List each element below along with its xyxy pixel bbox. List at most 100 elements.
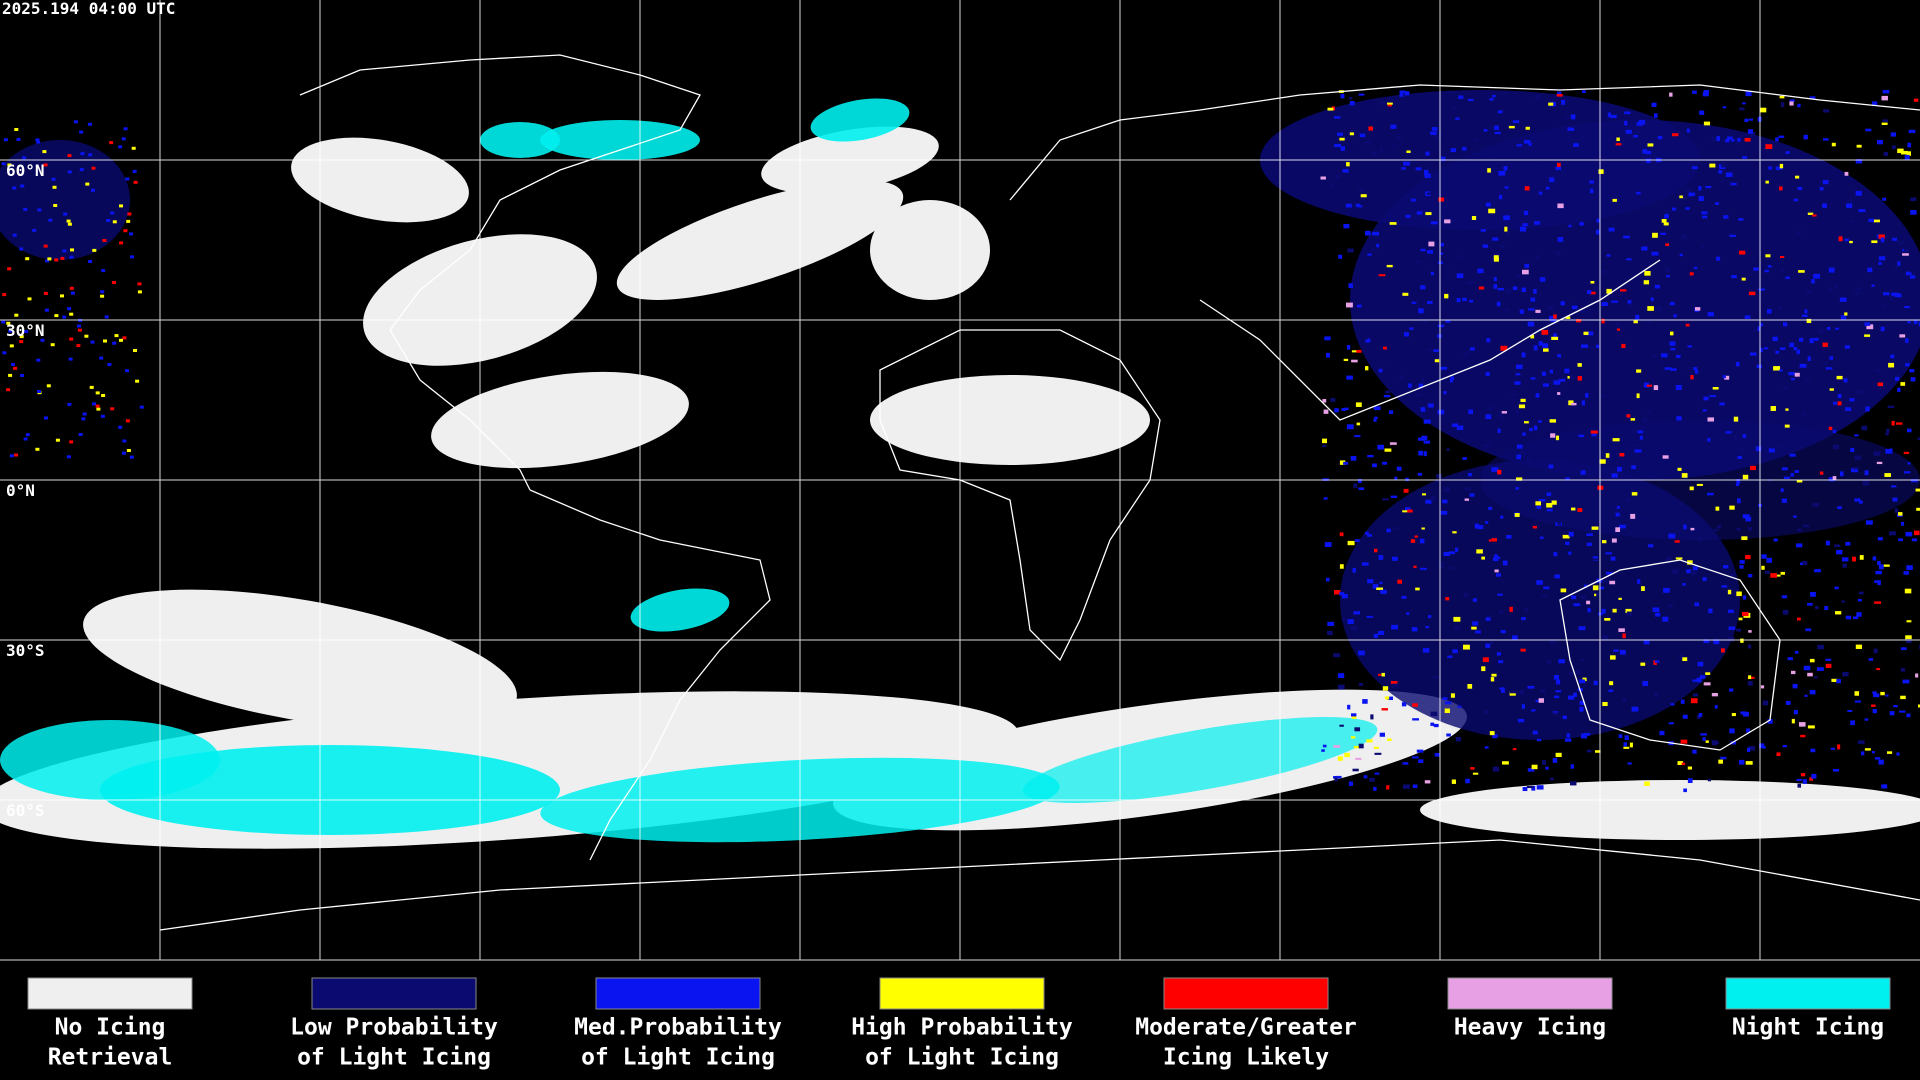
icing-speck <box>1445 320 1451 323</box>
icing-speck <box>1683 788 1688 793</box>
icing-speck <box>1473 138 1480 142</box>
icing-speck <box>1573 603 1581 607</box>
icing-speck <box>119 241 124 245</box>
icing-speck <box>1401 702 1407 707</box>
icing-speck <box>1864 322 1871 326</box>
icing-speck <box>1913 319 1918 325</box>
icing-speck <box>1857 598 1862 602</box>
icing-speck <box>1379 101 1385 106</box>
icing-speck <box>1606 254 1611 257</box>
icing-speck <box>1728 636 1735 642</box>
icing-speck <box>1814 676 1818 679</box>
icing-speck <box>1500 244 1506 248</box>
icing-speck <box>1729 234 1736 237</box>
icing-speck <box>1695 307 1701 311</box>
icing-speck <box>1595 750 1601 753</box>
icing-speck <box>1636 191 1641 195</box>
icing-speck <box>1380 589 1387 594</box>
icing-speck <box>1703 90 1710 93</box>
icing-speck <box>1811 279 1815 284</box>
icing-speck <box>1430 271 1434 276</box>
icing-speck <box>1622 633 1626 639</box>
icing-speck <box>1514 513 1520 517</box>
icing-speck <box>1758 288 1765 291</box>
icing-speck <box>1480 229 1486 232</box>
icing-speck <box>1916 507 1920 511</box>
icing-speck <box>1657 136 1663 140</box>
icing-speck <box>1357 304 1362 308</box>
icing-speck <box>1720 180 1725 183</box>
icing-speck <box>1709 395 1717 398</box>
icing-speck <box>1499 610 1504 614</box>
icing-speck <box>119 338 123 342</box>
icing-speck <box>91 166 96 170</box>
icing-speck <box>1565 115 1570 120</box>
icing-speck <box>1615 506 1620 509</box>
icing-speck <box>1864 748 1871 751</box>
icing-speck <box>1850 720 1855 726</box>
icing-speck <box>1465 778 1470 784</box>
icing-speck <box>1766 309 1772 314</box>
icing-speck <box>1471 626 1477 630</box>
icing-speck <box>89 385 94 389</box>
icing-speck <box>1689 486 1694 491</box>
icing-speck <box>1402 762 1409 765</box>
icing-speck <box>1730 573 1736 577</box>
icing-speck <box>23 437 28 441</box>
icing-speck <box>47 257 52 261</box>
icing-speck <box>107 363 112 366</box>
icing-speck <box>1474 523 1479 529</box>
icing-speck <box>1595 229 1600 235</box>
icing-speck <box>123 229 128 233</box>
legend-label: of Light Icing <box>581 1045 775 1071</box>
icing-speck <box>1819 187 1824 191</box>
icing-speck <box>1909 369 1915 373</box>
icing-speck <box>1631 465 1637 470</box>
icing-speck <box>1580 309 1586 313</box>
icing-speck <box>1351 713 1357 717</box>
icing-speck <box>1374 772 1380 775</box>
icing-speck <box>1546 509 1553 512</box>
icing-speck <box>1642 149 1647 154</box>
icing-speck <box>1527 685 1535 689</box>
icing-speck <box>1670 368 1677 371</box>
icing-speck <box>1707 492 1714 496</box>
icing-speck <box>1349 101 1355 106</box>
icing-speck <box>1854 691 1860 696</box>
icing-speck <box>1497 428 1501 433</box>
icing-speck <box>1472 598 1477 602</box>
icing-speck <box>1654 284 1660 289</box>
icing-speck <box>1833 401 1837 405</box>
icing-speck <box>1353 745 1360 749</box>
icing-speck <box>1644 781 1650 786</box>
icing-speck <box>1349 132 1354 136</box>
icing-speck <box>1862 480 1870 486</box>
icing-speck <box>1861 425 1868 431</box>
icing-speck <box>1366 739 1373 743</box>
icing-speck <box>1386 528 1391 533</box>
icing-speck <box>1623 746 1630 749</box>
icing-speck <box>1570 764 1575 769</box>
icing-speck <box>122 439 127 443</box>
icing-speck <box>1772 336 1778 342</box>
icing-speck <box>1716 256 1721 261</box>
icing-speck <box>1609 580 1616 585</box>
icing-speck <box>8 329 13 333</box>
icing-speck <box>67 222 72 226</box>
icing-speck <box>1643 640 1650 645</box>
icing-speck <box>1506 289 1512 294</box>
icing-speck <box>1430 131 1438 136</box>
icing-speck <box>1809 96 1816 99</box>
icing-speck <box>1777 445 1784 450</box>
icing-speck <box>1548 102 1554 106</box>
icing-speck <box>1409 327 1414 330</box>
icing-speck <box>1549 640 1556 644</box>
icing-speck <box>1906 620 1912 623</box>
icing-speck <box>1690 570 1697 575</box>
icing-speck <box>1738 218 1744 221</box>
icing-speck <box>1391 624 1399 630</box>
icing-speck <box>1579 706 1584 712</box>
icing-speck <box>1800 773 1806 777</box>
icing-speck <box>1504 461 1510 465</box>
legend-label: of Light Icing <box>297 1045 491 1071</box>
